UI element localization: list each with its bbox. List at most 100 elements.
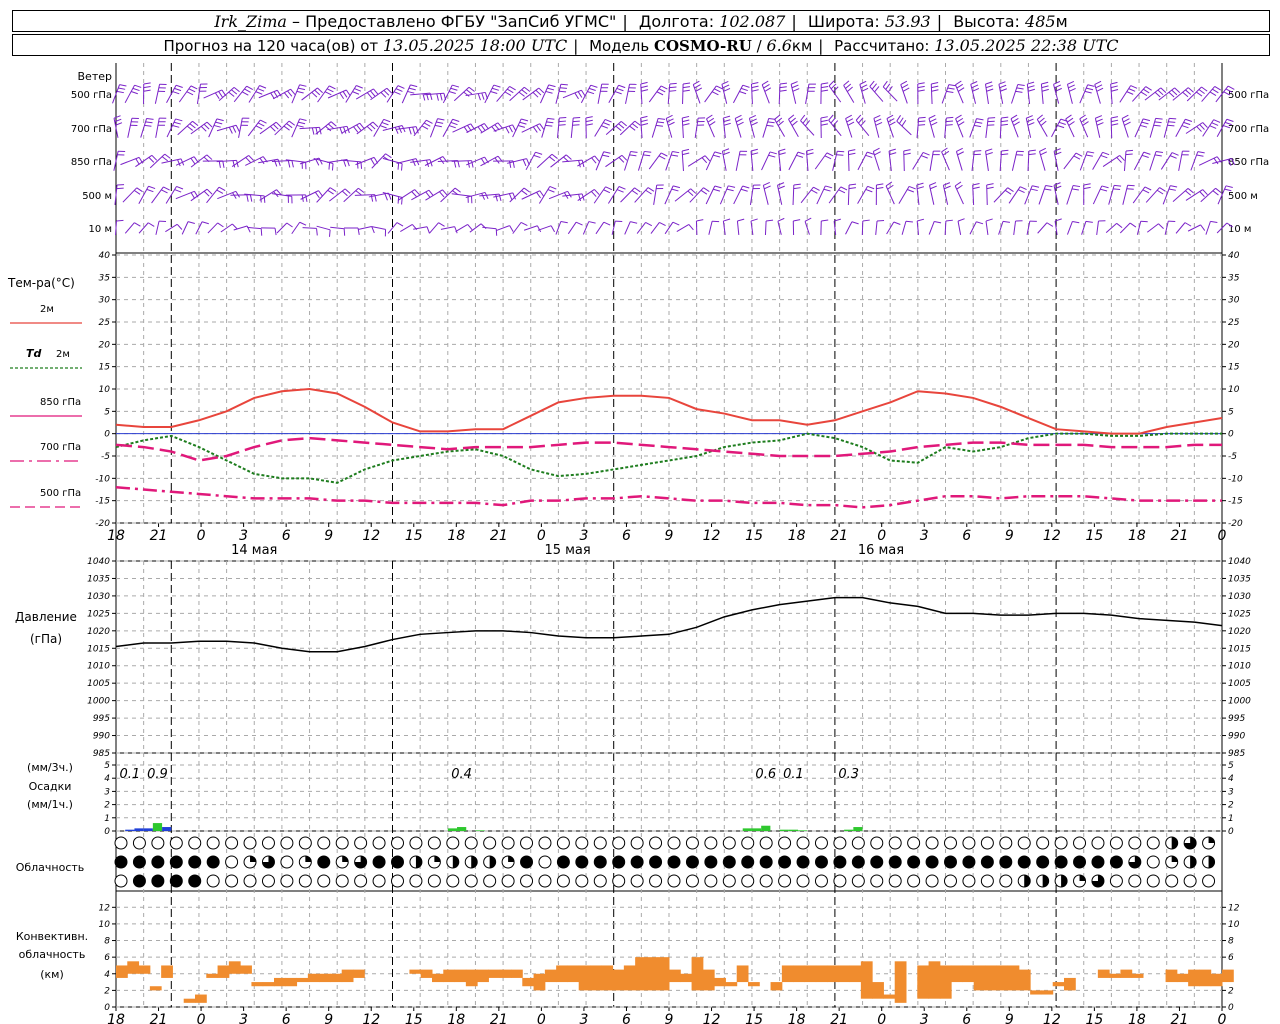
- cloud-octa: [188, 874, 202, 888]
- wind-barb-feather: [1116, 222, 1123, 229]
- wind-barb: [650, 222, 660, 234]
- wind-barb-feather: [1068, 84, 1075, 89]
- wind-barb-feather: [270, 126, 276, 132]
- wind-barb-feather: [1227, 85, 1235, 90]
- wind-barb-feather: [143, 82, 151, 85]
- wind-barb-feather: [683, 82, 691, 85]
- wind-barb-feather: [616, 87, 624, 92]
- wind-barb-feather: [1196, 154, 1204, 157]
- conv-bar: [296, 977, 309, 983]
- wind-barb-feather: [287, 160, 291, 168]
- wind-barb-feather: [1000, 88, 1007, 92]
- temp-tick-label: 10: [99, 385, 111, 395]
- wind-barb: [1096, 220, 1099, 236]
- wind-barb: [1051, 118, 1062, 138]
- wind-barb-feather: [521, 118, 529, 122]
- wind-barb: [625, 84, 631, 104]
- precip-label: Осадки: [29, 780, 72, 793]
- wind-barb: [788, 151, 799, 171]
- wind-barb-feather: [1126, 91, 1134, 95]
- wind-barb-feather: [928, 114, 936, 119]
- wind-barb-feather: [1110, 81, 1118, 85]
- temp-tick-label: 30: [99, 296, 111, 306]
- cloud-octa: [520, 874, 534, 888]
- wind-barb-feather: [777, 120, 784, 126]
- wind-barb-feather: [369, 123, 376, 130]
- conv-bar: [330, 973, 343, 983]
- time-tick-label-bottom: 0: [537, 1012, 546, 1024]
- precip-bar: [457, 827, 467, 831]
- wind-barb-feather: [448, 125, 456, 129]
- wind-barb-feather: [714, 185, 722, 189]
- wind-barb-feather: [255, 91, 263, 95]
- cloud-octa: [391, 855, 404, 869]
- wind-barb-feather: [311, 91, 318, 98]
- wind-barb-feather: [532, 91, 539, 98]
- wind-barb-feather: [1065, 114, 1072, 120]
- precip-tick-label: 2: [104, 801, 110, 811]
- cloud-octa: [1017, 855, 1031, 869]
- wind-barb: [469, 223, 482, 233]
- cloud-octa: [778, 836, 792, 850]
- precip-tick-label-right: 5: [1228, 761, 1234, 771]
- wind-barb-feather: [380, 92, 387, 98]
- wind-barb-feather: [669, 82, 677, 85]
- wind-barb-feather: [371, 226, 375, 234]
- wind-barb-feather: [1100, 154, 1108, 159]
- wind-barb-feather: [1087, 151, 1095, 154]
- wind-barb-feather: [763, 84, 770, 89]
- wind-barb-feather: [1017, 189, 1025, 193]
- wind-barb-feather: [248, 155, 254, 161]
- time-tick-label: 18: [1128, 528, 1146, 544]
- conv-bar: [917, 965, 930, 999]
- cloud-octa: [427, 836, 441, 850]
- wind-barb-feather: [943, 185, 951, 190]
- conv-bar: [420, 969, 433, 978]
- wind-barb-feather: [588, 221, 596, 224]
- cloud-octa-part: [1208, 856, 1215, 868]
- wind-barb: [135, 154, 153, 168]
- wind-barb-feather: [737, 218, 745, 222]
- wind-barb-feather: [217, 222, 224, 228]
- wind-barb-feather: [828, 80, 835, 87]
- wind-barb: [736, 220, 740, 236]
- conv-bar: [556, 965, 568, 983]
- cloud-octa: [796, 855, 810, 869]
- wind-barb-feather: [985, 152, 993, 156]
- time-tick-label: 21: [1171, 528, 1189, 544]
- cloud-octa: [188, 836, 202, 850]
- wind-barb-feather: [578, 160, 581, 168]
- wind-barb-feather: [832, 120, 839, 127]
- wind-barb: [969, 221, 977, 235]
- wind-barb: [761, 84, 770, 104]
- wind-barb-feather: [640, 119, 648, 123]
- wind-barb: [138, 222, 149, 234]
- alt-unit: м: [1055, 12, 1068, 31]
- conv-bar: [691, 957, 704, 991]
- precip-bar: [761, 825, 771, 831]
- time-tick-label-bottom: 3: [579, 1012, 588, 1024]
- wind-barb-feather: [1170, 185, 1178, 188]
- wind-barb-feather: [134, 84, 142, 88]
- wind-barb: [595, 221, 605, 235]
- wind-barb-feather: [260, 228, 263, 236]
- conv-bar: [522, 977, 535, 987]
- wind-barb-feather: [1125, 153, 1133, 156]
- wind-barb-feather: [148, 185, 156, 190]
- wind-barb-feather: [1214, 86, 1221, 91]
- wind-barb-feather: [535, 89, 542, 96]
- wind-barb-feather: [1095, 84, 1103, 89]
- wind-barb: [302, 227, 317, 229]
- wind-barb-feather: [468, 86, 475, 92]
- wind-barb: [238, 118, 243, 138]
- cloud-octa: [630, 836, 644, 850]
- wind-barb-feather: [505, 126, 510, 134]
- wind-barb-feather: [1087, 84, 1095, 87]
- wind-barb-feather: [327, 189, 334, 195]
- wind-barb-feather: [144, 124, 152, 127]
- time-tick-label: 12: [1043, 528, 1061, 544]
- wind-barb-feather: [1168, 121, 1176, 123]
- wind-barb-feather: [395, 88, 403, 92]
- wind-barb: [1136, 221, 1142, 235]
- wind-barb-feather: [941, 147, 948, 153]
